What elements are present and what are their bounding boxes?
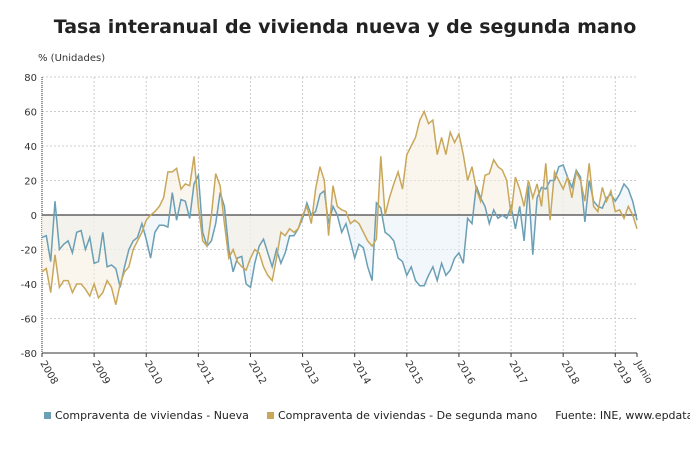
legend-label: Compraventa de viviendas - Nueva: [55, 409, 249, 422]
x-tick-label: Junio: [632, 358, 654, 386]
x-tick-label: 2010: [142, 359, 164, 387]
y-tick-label: -40: [21, 280, 37, 291]
x-tick-label: 2018: [559, 359, 581, 387]
x-tick-label: 2009: [90, 359, 112, 387]
chart-title: Tasa interanual de vivienda nueva y de s…: [53, 16, 637, 38]
y-tick-label: 80: [24, 73, 37, 84]
y-tick-label: 0: [31, 211, 37, 222]
legend-swatch: [266, 412, 274, 419]
legend-swatch: [44, 412, 51, 419]
y-tick-label: 60: [24, 108, 37, 119]
x-tick-label: 2015: [402, 359, 424, 387]
x-tick-label: 2016: [454, 359, 476, 387]
source-note: Fuente: INE, www.epdata.es: [555, 409, 690, 422]
legend-label: Compraventa de viviendas - De segunda ma…: [277, 409, 538, 422]
legend-item-segunda-mano[interactable]: Compraventa de viviendas - De segunda ma…: [266, 409, 538, 422]
x-tick-label: 2008: [37, 359, 59, 387]
x-tick-label: 2013: [298, 359, 320, 387]
legend-item-nueva[interactable]: Compraventa de viviendas - Nueva: [44, 409, 249, 422]
y-tick-label: 40: [24, 142, 37, 153]
x-tick-label: 2017: [506, 359, 528, 387]
x-tick-label: 2019: [611, 359, 633, 387]
y-axis-label: % (Unidades): [38, 53, 106, 64]
series-line-nueva: [41, 164, 638, 289]
legend: Compraventa de viviendas - Nueva Comprav…: [44, 409, 690, 422]
y-tick-label: 20: [24, 177, 37, 188]
y-tick-label: -20: [21, 246, 37, 257]
x-tick-label: 2011: [194, 359, 216, 387]
y-tick-label: -80: [21, 349, 37, 360]
y-tick-label: -60: [21, 315, 37, 326]
series-line-segunda-mano: [41, 109, 638, 305]
x-tick-label: 2014: [350, 359, 372, 387]
x-tick-label: 2012: [246, 359, 268, 387]
